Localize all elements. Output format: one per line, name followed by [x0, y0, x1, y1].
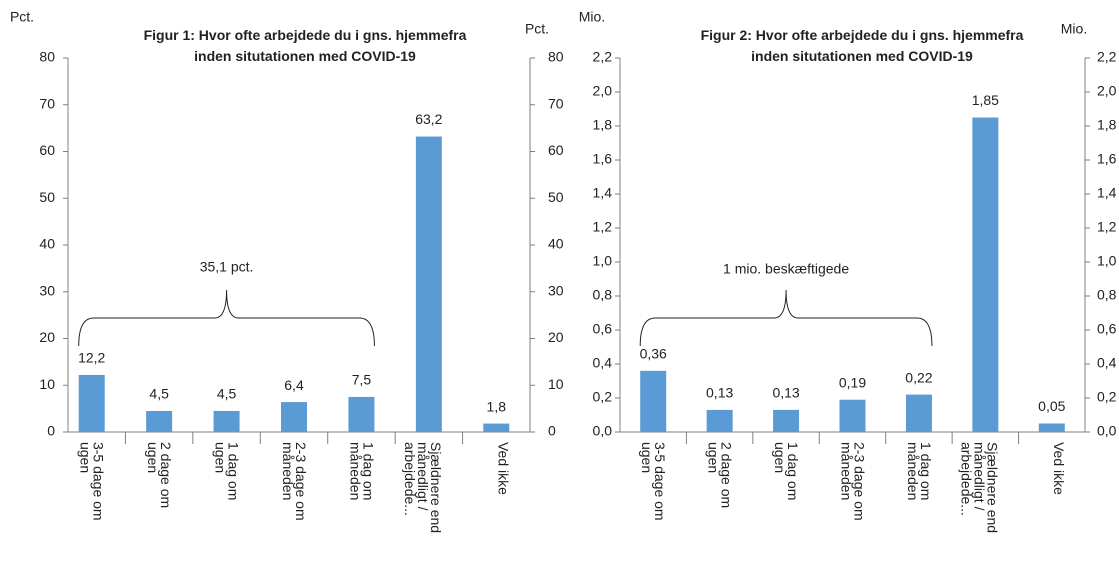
bar [640, 370, 667, 432]
bar [972, 117, 999, 432]
value-label: 0,19 [839, 374, 866, 390]
annotation: 35,1 pct. [200, 259, 254, 275]
y-tick-label: 1,6 [593, 151, 613, 167]
x-tick-label: 1 dag omugen [213, 442, 242, 500]
y2-tick-label: 20 [548, 329, 564, 345]
bracket [639, 289, 933, 347]
bar [483, 423, 510, 432]
y-tick-label: 1,0 [593, 253, 613, 269]
value-label: 7,5 [352, 372, 372, 388]
y2-tick-label: 0 [548, 423, 556, 439]
value-label: 63,2 [415, 111, 442, 127]
y-tick-label: 0,4 [593, 355, 613, 371]
value-label: 12,2 [78, 350, 105, 366]
y2-tick-label: 1,0 [1097, 253, 1117, 269]
y2-tick-label: 0,2 [1097, 389, 1117, 405]
y2-tick-label: 70 [548, 95, 564, 111]
y-tick-label: 80 [39, 49, 55, 65]
y-axis-unit: Pct. [10, 9, 34, 25]
y2-tick-label: 2,2 [1097, 49, 1117, 65]
x-tick-label: 2 dage omugen [145, 442, 174, 508]
y-tick-label: 1,2 [593, 219, 613, 235]
y-tick-label: 1,8 [593, 117, 613, 133]
value-label: 0,36 [640, 346, 667, 362]
value-label: 1,85 [972, 92, 999, 108]
value-label: 1,8 [487, 398, 507, 414]
y2-axis-unit: Pct. [525, 21, 549, 37]
x-tick-label: Sjældnere endmånedligt /arbejdede... [402, 442, 444, 533]
y2-tick-label: 40 [548, 236, 564, 252]
y-tick-label: 70 [39, 95, 55, 111]
bar [706, 409, 733, 432]
y2-tick-label: 1,6 [1097, 151, 1117, 167]
y2-tick-label: 30 [548, 282, 564, 298]
y2-axis-unit: Mio. [1061, 21, 1087, 37]
y2-tick-label: 2,0 [1097, 83, 1117, 99]
bar [773, 409, 800, 432]
y-tick-label: 1,4 [593, 185, 613, 201]
value-label: 0,22 [905, 369, 932, 385]
y2-tick-label: 80 [548, 49, 564, 65]
y2-tick-label: 1,8 [1097, 117, 1117, 133]
y-tick-label: 60 [39, 142, 55, 158]
y-tick-label: 20 [39, 329, 55, 345]
x-tick-label: 2 dage omugen [706, 442, 735, 508]
x-tick-label: 1 dag ommåneden [905, 442, 934, 500]
y-tick-label: 10 [39, 376, 55, 392]
x-tick-label: Sjældnere endmånedligt /arbejdede... [959, 442, 1001, 533]
x-tick-label: Ved ikke [496, 442, 512, 495]
y2-tick-label: 10 [548, 376, 564, 392]
bar [78, 374, 105, 432]
x-tick-label: 1 dag omugen [772, 442, 801, 500]
annotation: 1 mio. beskæftigede [723, 261, 849, 277]
x-tick-label: 1 dag ommåneden [348, 442, 377, 500]
y-tick-label: 0,2 [593, 389, 613, 405]
x-tick-label: Ved ikke [1051, 442, 1067, 495]
y-tick-label: 2,2 [593, 49, 613, 65]
y-tick-label: 0,8 [593, 287, 613, 303]
x-tick-label: 2-3 dage ommåneden [839, 442, 868, 521]
x-tick-label: 3-5 dage omugen [78, 442, 107, 521]
y2-tick-label: 0,4 [1097, 355, 1117, 371]
y-axis-unit: Mio. [579, 9, 605, 25]
y-tick-label: 30 [39, 282, 55, 298]
y-tick-label: 2,0 [593, 83, 613, 99]
value-label: 0,05 [1038, 398, 1065, 414]
y-tick-label: 0,6 [593, 321, 613, 337]
value-label: 6,4 [284, 377, 304, 393]
bar [415, 136, 442, 433]
y-tick-label: 40 [39, 236, 55, 252]
x-tick-label: 3-5 dage omugen [640, 442, 669, 521]
y-tick-label: 50 [39, 189, 55, 205]
y2-tick-label: 1,2 [1097, 219, 1117, 235]
bar [1038, 423, 1065, 432]
bar [839, 399, 866, 432]
value-label: 0,13 [706, 385, 733, 401]
y2-tick-label: 0,6 [1097, 321, 1117, 337]
y2-tick-label: 1,4 [1097, 185, 1117, 201]
bar [281, 402, 307, 432]
bar [146, 410, 173, 432]
y-tick-label: 0,0 [593, 423, 613, 439]
chart-title: Figur 2: Hvor ofte arbejdede du i gns. h… [701, 27, 1024, 64]
y2-tick-label: 60 [548, 142, 564, 158]
y2-tick-label: 0,0 [1097, 423, 1117, 439]
value-label: 4,5 [149, 386, 169, 402]
value-label: 0,13 [772, 385, 799, 401]
y2-tick-label: 0,8 [1097, 287, 1117, 303]
chart-title: Figur 1: Hvor ofte arbejdede du i gns. h… [144, 27, 467, 64]
bar [348, 396, 375, 432]
y-tick-label: 0 [47, 423, 55, 439]
bracket [78, 289, 375, 347]
x-tick-label: 2-3 dage ommåneden [280, 442, 309, 521]
bar [213, 410, 240, 432]
bar [905, 394, 932, 432]
y2-tick-label: 50 [548, 189, 564, 205]
value-label: 4,5 [217, 386, 237, 402]
